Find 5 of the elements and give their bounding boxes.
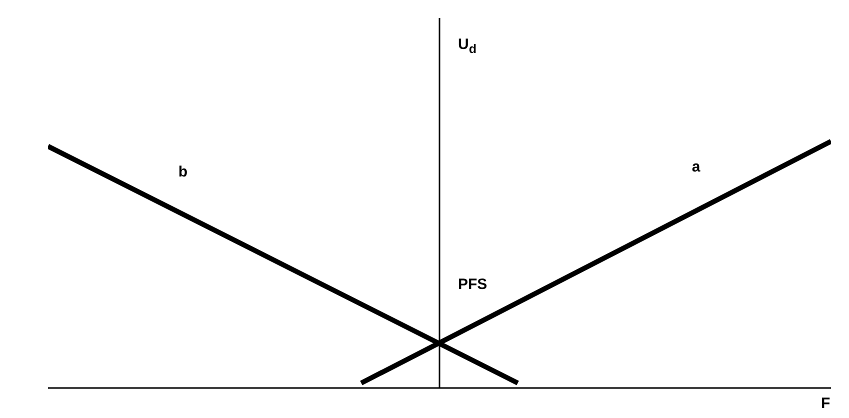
x-axis-title: F (821, 395, 830, 412)
series-label: a (692, 158, 701, 176)
annotation: PFS (458, 276, 488, 293)
text: U$_{d}$ (458, 36, 476, 56)
series-label: b (178, 163, 188, 180)
